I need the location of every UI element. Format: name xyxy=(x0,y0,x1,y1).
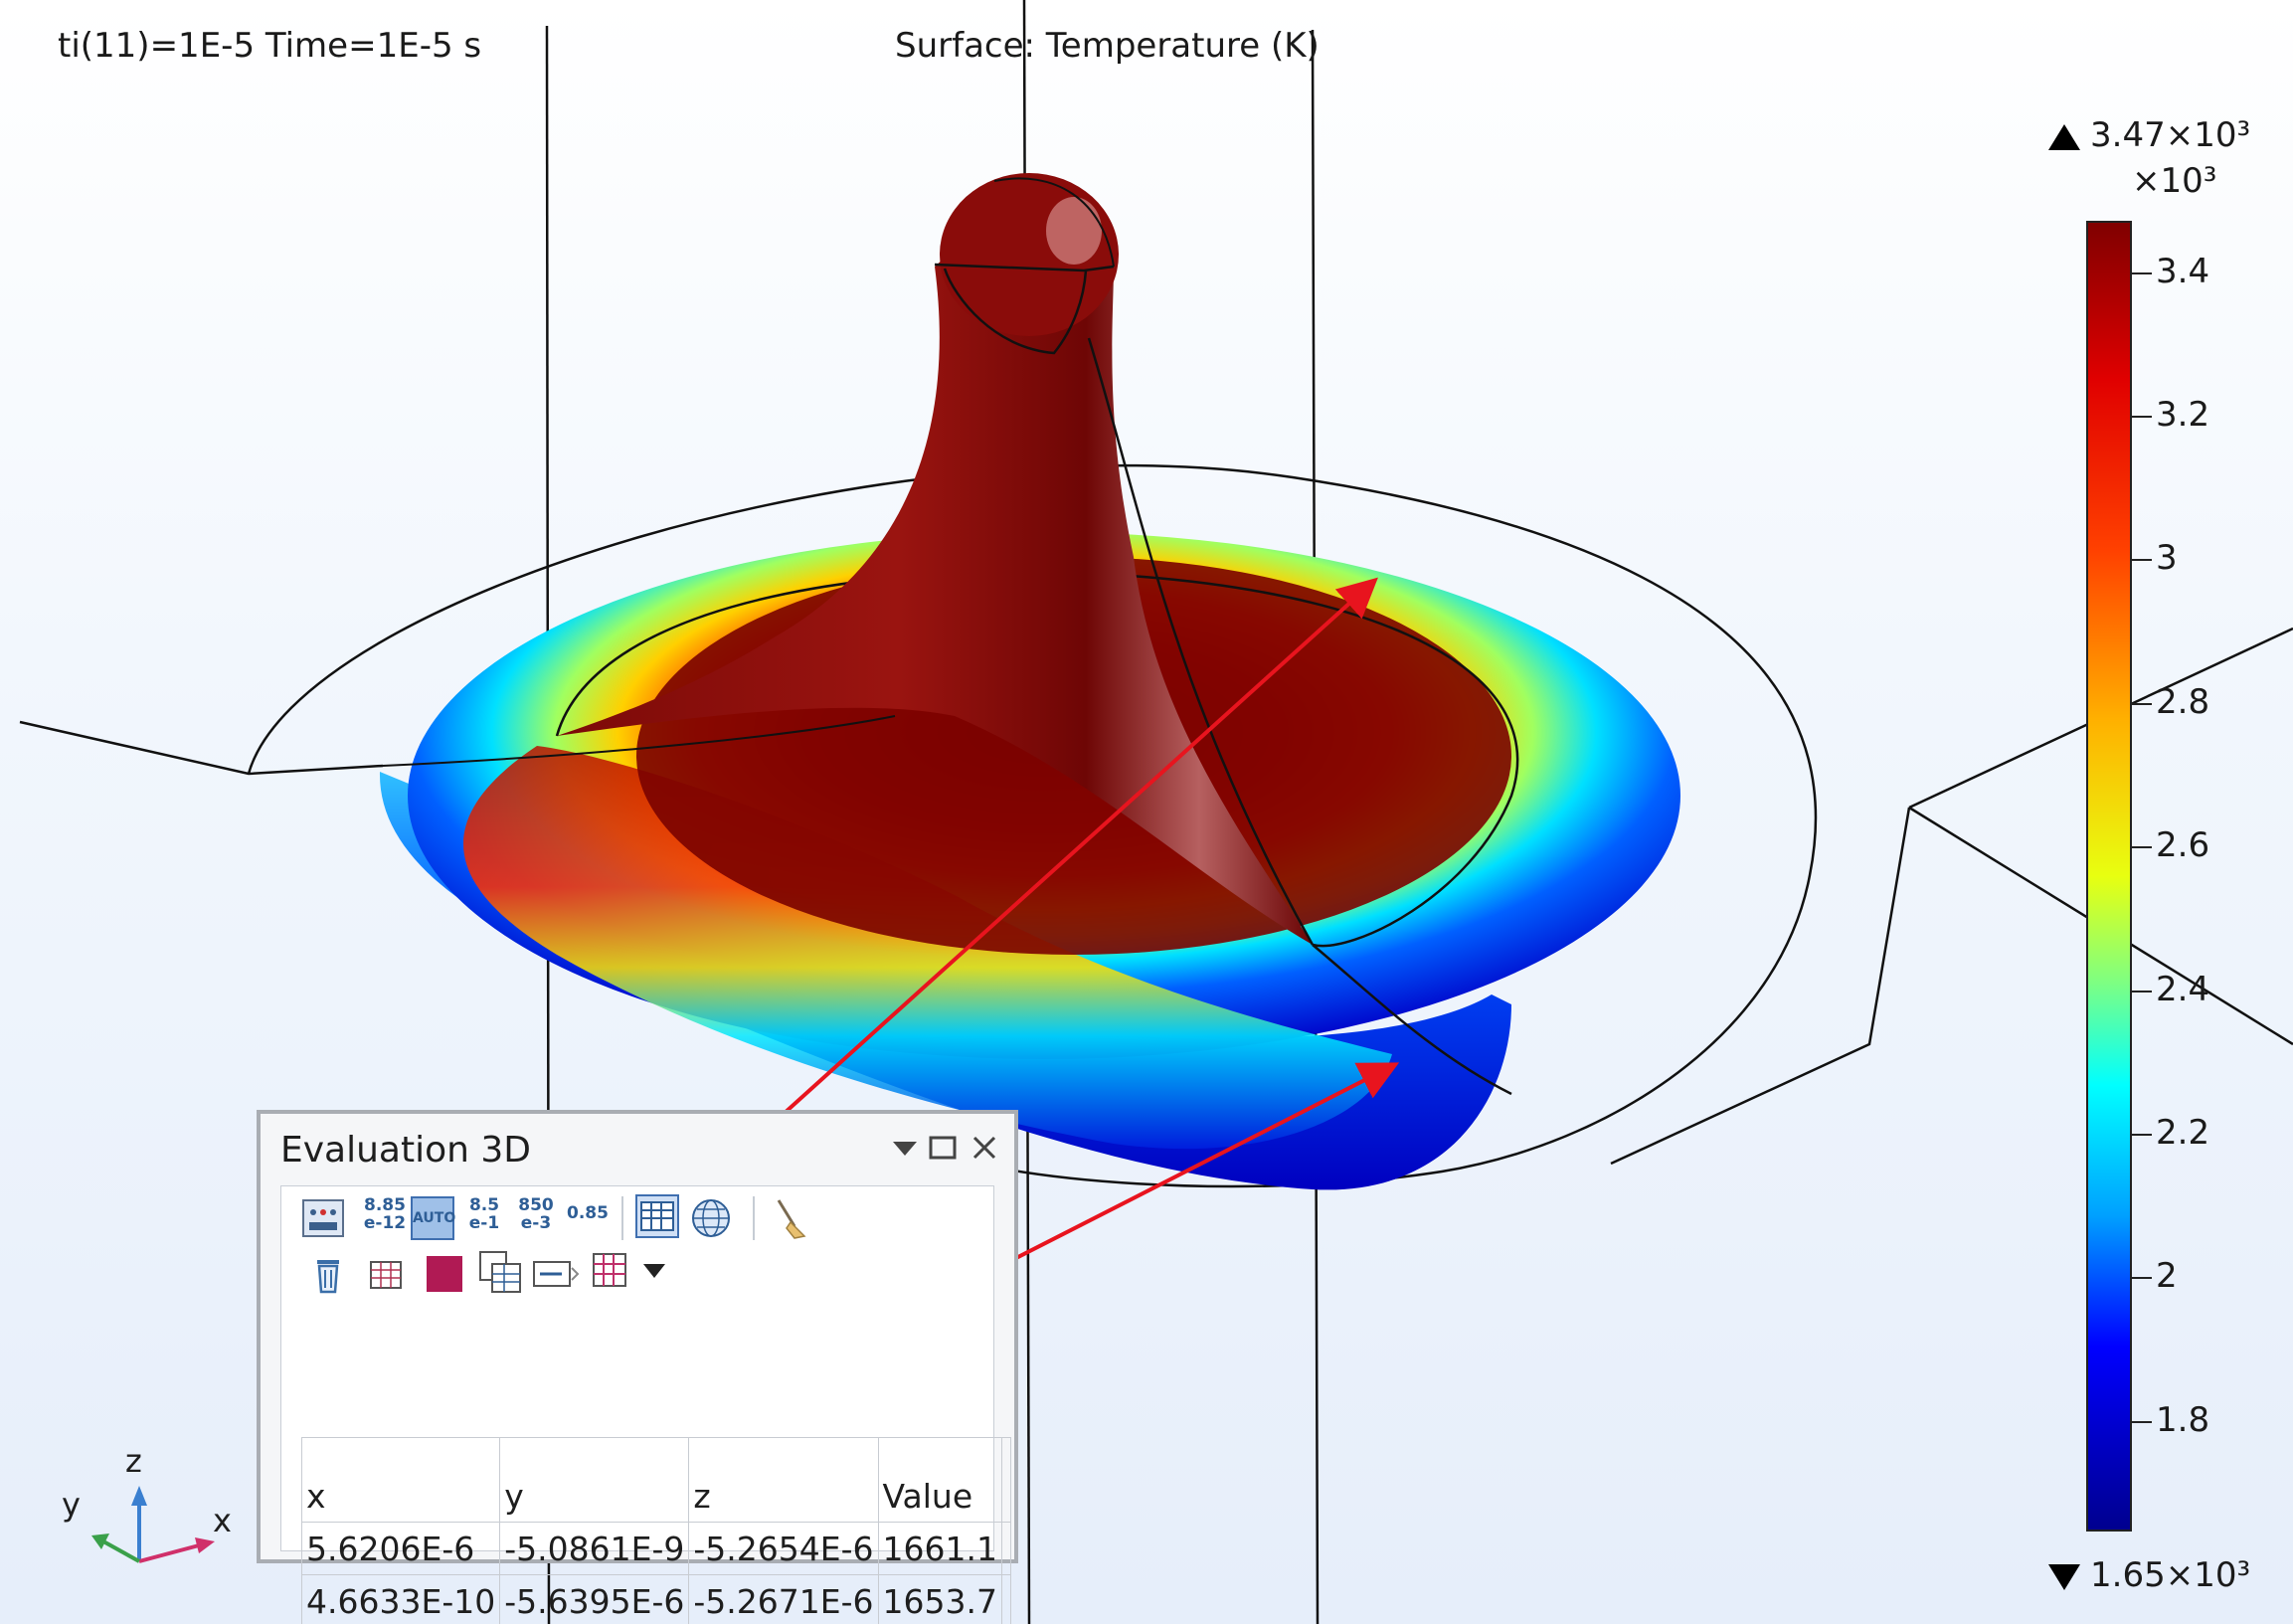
full-precision-button[interactable] xyxy=(635,1194,679,1238)
table-layout-icon xyxy=(302,1199,344,1237)
chevron-down-icon xyxy=(893,1142,917,1156)
broom-icon xyxy=(777,1199,806,1239)
color-legend-max-value: 3.47×10³ xyxy=(2090,115,2251,155)
color-legend-tick-label: 2.6 xyxy=(2156,825,2210,866)
trash-icon xyxy=(317,1260,339,1294)
format-button-3[interactable]: 850 e-3 xyxy=(514,1196,558,1240)
cell-spacer xyxy=(1000,1574,1011,1624)
color-legend-tick xyxy=(2132,846,2152,849)
format-button-3-label: 850 e-3 xyxy=(518,1195,554,1233)
table-graph-button[interactable] xyxy=(590,1248,633,1292)
color-legend-tick xyxy=(2132,271,2152,274)
format-button-2-label: 8.5 e-1 xyxy=(468,1195,500,1233)
column-header-y[interactable]: y xyxy=(499,1437,690,1523)
axis-z-label: z xyxy=(125,1442,142,1480)
table-row[interactable]: 4.6633E-10 -5.6395E-6 -5.2671E-6 1653.7 xyxy=(300,1574,1011,1624)
close-icon xyxy=(972,1136,996,1160)
time-label: ti(11)=1E-5 Time=1E-5 s xyxy=(58,26,482,66)
cell-value[interactable]: 1661.1 xyxy=(877,1522,1002,1575)
table-graph-icon xyxy=(593,1253,626,1287)
column-header-x[interactable]: x xyxy=(300,1437,501,1523)
maximize-button[interactable] xyxy=(925,1128,961,1168)
column-header-spacer xyxy=(1000,1437,1011,1523)
results-table: x y z Value 5.6206E-6 -5.0861E-9 -5.2654… xyxy=(300,1437,1011,1624)
toolbar-divider xyxy=(621,1196,623,1240)
color-legend-tick xyxy=(2132,559,2152,562)
sphere-button[interactable] xyxy=(689,1196,733,1240)
more-options-button[interactable] xyxy=(639,1256,683,1300)
format-auto-button[interactable]: AUTO xyxy=(411,1196,456,1240)
color-legend-tick xyxy=(2132,1420,2152,1423)
color-legend-bar xyxy=(2086,221,2132,1532)
color-legend-tick-label: 3 xyxy=(2156,538,2178,579)
cell-x[interactable]: 5.6206E-6 xyxy=(300,1522,501,1575)
panel-content: 8.85 e-12 AUTO 8.5 e-1 850 e-3 0.85 xyxy=(280,1185,1011,1624)
export-icon xyxy=(533,1261,580,1287)
color-legend-tick-label: 2.4 xyxy=(2156,969,2210,1009)
table-header-row: x y z Value xyxy=(300,1437,1011,1523)
copy-table-button[interactable] xyxy=(476,1248,521,1293)
column-header-value[interactable]: Value xyxy=(877,1437,1002,1523)
cell-y[interactable]: -5.0861E-9 xyxy=(499,1522,690,1575)
color-legend-exponent: ×10³ xyxy=(2132,161,2217,201)
column-header-z[interactable]: z xyxy=(688,1437,879,1523)
color-legend-tick xyxy=(2132,990,2152,992)
color-legend-tick-label: 1.8 xyxy=(2156,1399,2210,1440)
maximize-icon xyxy=(929,1136,957,1160)
table-layout-button[interactable] xyxy=(301,1196,345,1240)
format-button-2[interactable]: 8.5 e-1 xyxy=(462,1196,506,1240)
panel-menu-button[interactable] xyxy=(887,1128,923,1168)
color-legend-min: 1.65×10³ xyxy=(2048,1555,2250,1595)
add-table-button[interactable] xyxy=(365,1252,409,1296)
export-button[interactable] xyxy=(532,1252,580,1296)
format-button-4[interactable]: 0.85 xyxy=(566,1204,610,1248)
color-legend-tick-label: 2 xyxy=(2156,1256,2178,1297)
axis-y-label: y xyxy=(62,1486,81,1524)
format-auto-label: AUTO xyxy=(413,1210,456,1226)
format-button-1[interactable]: 8.85 e-12 xyxy=(363,1196,407,1240)
copy-table-icon xyxy=(479,1251,521,1293)
clear-button[interactable] xyxy=(769,1196,812,1240)
color-legend-tick xyxy=(2132,1277,2152,1280)
evaluation-3d-panel: Evaluation 3D 8.85 e-12 AUTO 8.5 e-1 850… xyxy=(257,1110,1018,1624)
cell-z[interactable]: -5.2671E-6 xyxy=(688,1574,879,1624)
color-legend-min-value: 1.65×10³ xyxy=(2090,1555,2251,1595)
format-button-4-label: 0.85 xyxy=(567,1203,609,1223)
color-legend-max: 3.47×10³ xyxy=(2048,115,2250,155)
panel-title: Evaluation 3D xyxy=(280,1130,532,1171)
table-add-icon xyxy=(370,1261,402,1289)
delete-button[interactable] xyxy=(307,1252,351,1296)
panel-header: Evaluation 3D xyxy=(261,1114,1014,1189)
color-legend-tick xyxy=(2132,702,2152,705)
cell-spacer xyxy=(1000,1522,1011,1575)
axis-triad xyxy=(91,1486,215,1563)
cell-z[interactable]: -5.2654E-6 xyxy=(688,1522,879,1575)
close-button[interactable] xyxy=(967,1128,1002,1168)
plot-title: Surface: Temperature (K) xyxy=(895,26,1320,66)
color-legend-tick xyxy=(2132,1133,2152,1136)
sphere-grid-icon xyxy=(692,1199,730,1237)
toolbar-divider xyxy=(753,1196,755,1240)
spike-surface xyxy=(557,231,1313,945)
color-legend-tick-label: 2.2 xyxy=(2156,1112,2210,1153)
color-swatch-button[interactable] xyxy=(423,1252,466,1296)
axis-x-label: x xyxy=(213,1502,232,1539)
cell-x[interactable]: 4.6633E-10 xyxy=(300,1574,501,1624)
color-legend-tick-label: 2.8 xyxy=(2156,681,2210,722)
color-legend-tick-label: 3.2 xyxy=(2156,394,2210,435)
triangle-up-icon xyxy=(2048,123,2080,150)
color-legend-tick xyxy=(2132,415,2152,418)
chevron-down-icon xyxy=(643,1264,665,1278)
color-legend-tick-label: 3.4 xyxy=(2156,251,2210,291)
table-row[interactable]: 5.6206E-6 -5.0861E-9 -5.2654E-6 1661.1 xyxy=(300,1522,1011,1575)
format-button-1-label: 8.85 e-12 xyxy=(363,1195,407,1233)
cell-y[interactable]: -5.6395E-6 xyxy=(499,1574,690,1624)
cell-value[interactable]: 1653.7 xyxy=(877,1574,1002,1624)
triangle-down-icon xyxy=(2048,1563,2080,1590)
swatch-icon xyxy=(427,1256,462,1292)
grid-table-icon xyxy=(640,1201,674,1231)
